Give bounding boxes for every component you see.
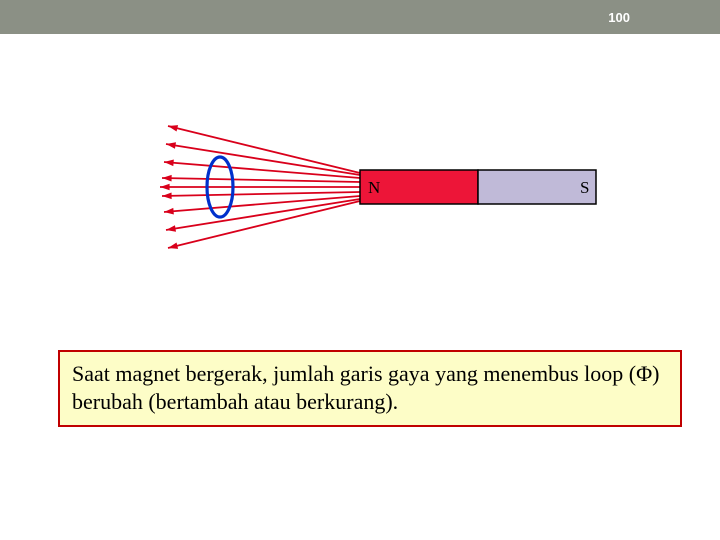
magnet-field-diagram: N S xyxy=(110,110,610,270)
field-lines-group xyxy=(160,123,360,251)
slide-number: 100 xyxy=(608,10,630,25)
magnet-south-pole xyxy=(478,170,596,204)
magnet-south-label: S xyxy=(580,178,589,197)
magnet-north-label: N xyxy=(368,178,380,197)
caption-box: Saat magnet bergerak, jumlah garis gaya … xyxy=(58,350,682,427)
caption-text: Saat magnet bergerak, jumlah garis gaya … xyxy=(72,361,660,414)
bar-magnet: N S xyxy=(360,170,596,204)
